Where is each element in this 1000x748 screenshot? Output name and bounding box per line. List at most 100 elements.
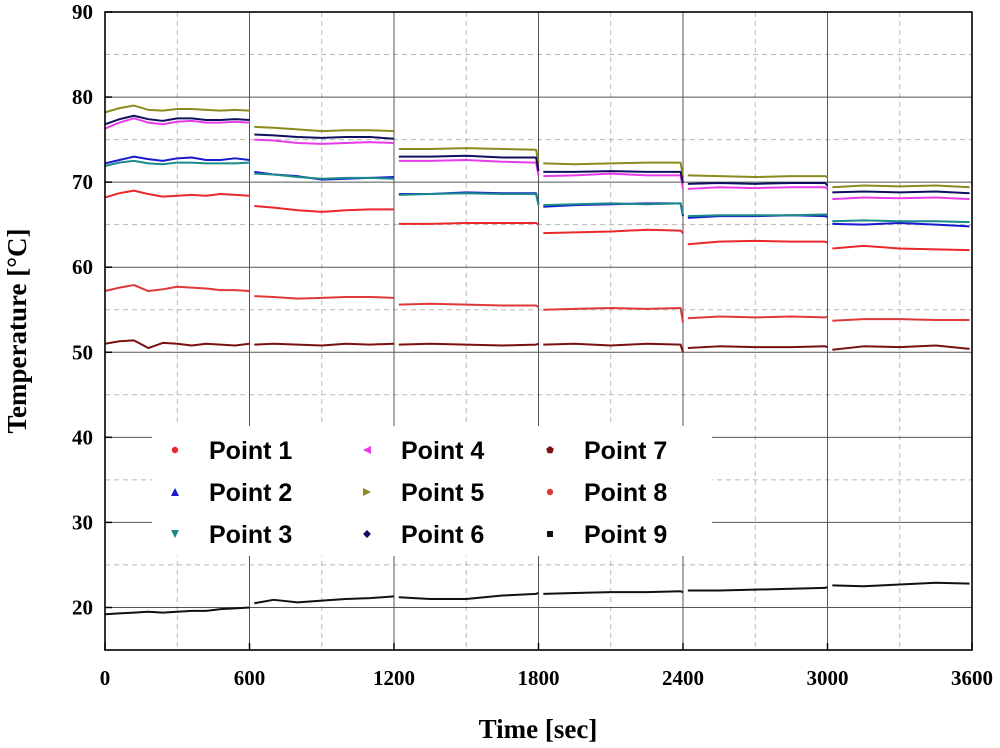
series-line-8 (687, 315, 828, 320)
x-tick-label: 3000 (807, 666, 849, 690)
legend-item-6: Point 6 (363, 521, 484, 549)
series-line-6 (104, 114, 250, 126)
series-line-2 (104, 155, 250, 165)
series-6 (104, 114, 970, 195)
x-tick-label: 600 (234, 666, 266, 690)
series-line-3 (832, 219, 970, 224)
legend-marker (547, 531, 553, 537)
series-line-6 (398, 154, 540, 172)
series-line-5 (687, 174, 828, 179)
series-line-4 (104, 117, 250, 130)
series-line-8 (832, 318, 970, 322)
series-5 (104, 104, 970, 189)
legend-marker (546, 446, 554, 454)
series-line-1 (254, 204, 394, 213)
series-7 (104, 339, 970, 353)
series-9 (104, 581, 970, 616)
legend-label: Point 9 (584, 521, 667, 549)
series-line-1 (687, 239, 828, 246)
series-line-3 (543, 202, 684, 215)
series-line-4 (687, 186, 829, 190)
x-tick-label: 2400 (662, 666, 704, 690)
series-line-1 (543, 228, 684, 235)
series-line-9 (543, 590, 684, 595)
y-tick-label: 50 (72, 340, 93, 364)
series-line-4 (254, 138, 395, 145)
series-line-6 (832, 190, 970, 195)
series-line-5 (832, 184, 970, 189)
series-3 (104, 159, 970, 224)
series-line-9 (254, 595, 395, 605)
y-tick-label: 20 (72, 595, 93, 619)
series-line-5 (254, 125, 395, 133)
x-axis-title: Time [sec] (479, 714, 598, 744)
series-line-9 (104, 606, 250, 616)
series-line-1 (104, 189, 250, 199)
legend-label: Point 1 (209, 437, 292, 465)
series-line-2 (832, 221, 970, 228)
series-line-9 (687, 586, 828, 592)
series-line-1 (832, 244, 970, 252)
series-line-8 (254, 295, 395, 300)
legend-item-4: Point 4 (363, 437, 484, 465)
x-tick-label: 0 (100, 666, 111, 690)
x-tick-label: 1800 (518, 666, 560, 690)
series-line-3 (104, 159, 250, 167)
series-line-4 (832, 196, 970, 201)
series-line-8 (543, 307, 684, 323)
y-tick-label: 70 (72, 170, 93, 194)
legend-label: Point 6 (401, 521, 484, 549)
series-line-7 (687, 345, 828, 350)
series-line-3 (398, 192, 540, 206)
legend-marker (363, 530, 371, 538)
series-line-3 (254, 172, 395, 180)
legend-label: Point 8 (584, 479, 667, 507)
series-line-9 (398, 592, 539, 600)
series-line-9 (832, 581, 970, 588)
series-line-4 (398, 159, 540, 176)
legend-item-5: Point 5 (363, 479, 484, 507)
series-line-7 (104, 339, 250, 350)
legend-box (152, 426, 712, 556)
legend-label: Point 4 (401, 437, 484, 465)
axis-ticks: 0 600 1200 1800 2400 3000 3600 20 30 40 50 60 70 80 90 (72, 0, 993, 690)
legend-item-9: Point 9 (547, 521, 667, 549)
legend-marker (363, 488, 371, 496)
legend-item-3: Point 3 (171, 521, 292, 549)
legend-marker (363, 446, 371, 454)
series-line-8 (398, 302, 540, 308)
legend-marker (171, 488, 179, 496)
legend: Point 1 Point 2 Point 3 Point 4 Point 5 Point… (152, 426, 712, 556)
series-8 (104, 284, 970, 323)
series-line-5 (104, 104, 250, 114)
legend-item-8: Point 8 (546, 479, 667, 507)
y-tick-label: 60 (72, 255, 93, 279)
y-tick-label: 90 (72, 0, 93, 24)
series-line-6 (543, 170, 684, 184)
series-line-5 (398, 147, 540, 163)
series-line-6 (254, 133, 395, 140)
series-1 (104, 189, 970, 252)
series-line-4 (543, 172, 684, 190)
series-line-7 (832, 344, 970, 351)
legend-label: Point 2 (209, 479, 292, 507)
y-tick-label: 80 (72, 85, 93, 109)
legend-label: Point 3 (209, 521, 292, 549)
legend-item-7: Point 7 (546, 437, 667, 465)
series-line-3 (687, 213, 828, 218)
x-tick-label: 3600 (951, 666, 993, 690)
legend-label: Point 7 (584, 437, 667, 465)
legend-marker (171, 446, 179, 454)
x-tick-label: 1200 (373, 666, 415, 690)
y-tick-label: 40 (72, 425, 93, 449)
legend-marker (546, 488, 554, 496)
legend-item-2: Point 2 (171, 479, 292, 507)
series-line-1 (398, 221, 540, 226)
y-axis-title: Temperature [°C] (2, 228, 32, 433)
series-line-5 (543, 161, 684, 178)
y-tick-label: 30 (72, 510, 93, 534)
legend-marker (171, 530, 179, 538)
series-line-6 (687, 181, 829, 187)
series-line-8 (104, 284, 250, 293)
